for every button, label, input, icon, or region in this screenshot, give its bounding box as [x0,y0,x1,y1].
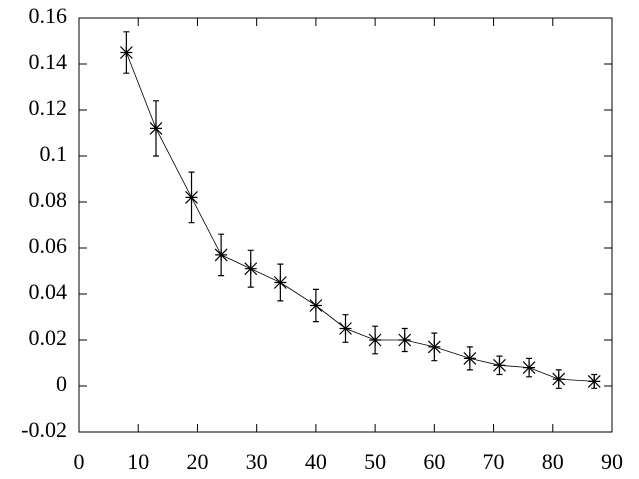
x-tick-label: 80 [542,449,564,474]
y-tick-label: 0.02 [29,325,68,350]
y-tick-label: 0.12 [29,95,68,120]
point-marker [339,322,352,335]
point-marker [244,262,258,276]
x-tick-label: 50 [364,449,386,474]
y-tick-label: -0.02 [21,417,67,442]
point-marker [309,299,323,312]
point-marker [463,351,477,365]
point-marker [368,333,382,347]
x-tick-label: 70 [483,449,505,474]
x-tick-label: 0 [74,449,85,474]
y-tick-label: 0.08 [29,187,68,212]
point-marker [149,121,163,135]
point-marker [185,190,198,204]
x-tick-label: 60 [423,449,445,474]
x-tick-label: 90 [601,449,623,474]
x-tick-label: 40 [305,449,327,474]
y-tick-label: 0.16 [29,3,68,28]
point-marker [493,358,506,372]
y-tick-label: 0.1 [40,141,68,166]
point-marker [273,276,287,289]
point-marker [119,46,133,59]
y-tick-label: 0.14 [29,49,68,74]
data-line [126,52,595,382]
point-marker [552,372,566,386]
point-marker [427,340,441,354]
point-marker [522,361,536,375]
point-marker [587,374,601,388]
x-tick-label: 30 [246,449,268,474]
y-tick-label: 0 [56,371,67,396]
point-marker [398,333,412,347]
x-tick-label: 10 [127,449,149,474]
y-tick-label: 0.04 [29,279,68,304]
point-marker [214,248,228,262]
x-tick-label: 20 [186,449,208,474]
plot-frame [78,17,613,433]
y-tick-label: 0.06 [29,233,68,258]
